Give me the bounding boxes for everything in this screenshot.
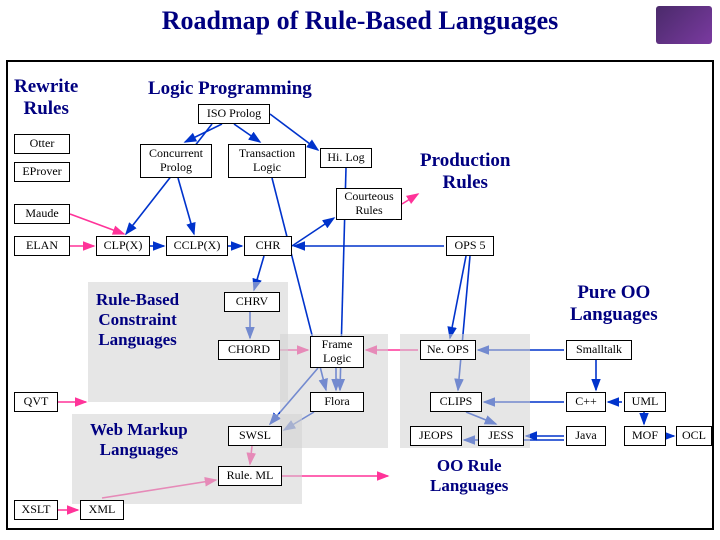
node-chord: CHORD bbox=[218, 340, 280, 360]
node-iso: ISO Prolog bbox=[198, 104, 270, 124]
node-xslt: XSLT bbox=[14, 500, 58, 520]
node-xml: XML bbox=[80, 500, 124, 520]
grp-oorule: OO RuleLanguages bbox=[430, 456, 508, 496]
node-frame: FrameLogic bbox=[310, 336, 364, 368]
node-mof: MOF bbox=[624, 426, 666, 446]
node-flora: Flora bbox=[310, 392, 364, 412]
node-clpx: CLP(X) bbox=[96, 236, 150, 256]
node-chrv: CHRV bbox=[224, 292, 280, 312]
node-otter: Otter bbox=[14, 134, 70, 154]
node-chr: CHR bbox=[244, 236, 292, 256]
node-ruleml: Rule. ML bbox=[218, 466, 282, 486]
node-ocl: OCL bbox=[676, 426, 712, 446]
node-courteous: CourteousRules bbox=[336, 188, 402, 220]
node-qvt: QVT bbox=[14, 392, 58, 412]
node-eprover: EProver bbox=[14, 162, 70, 182]
node-java: Java bbox=[566, 426, 606, 446]
node-elan: ELAN bbox=[14, 236, 70, 256]
node-cclpx: CCLP(X) bbox=[166, 236, 228, 256]
node-uml: UML bbox=[624, 392, 666, 412]
node-maude: Maude bbox=[14, 204, 70, 224]
node-jeops: JEOPS bbox=[410, 426, 462, 446]
node-clips: CLIPS bbox=[430, 392, 482, 412]
node-ops5: OPS 5 bbox=[446, 236, 494, 256]
grp-production: ProductionRules bbox=[420, 150, 510, 194]
node-concurrent: ConcurrentProlog bbox=[140, 144, 212, 178]
grp-logic: Logic Programming bbox=[148, 78, 312, 100]
node-transaction: TransactionLogic bbox=[228, 144, 306, 178]
grp-rewrite: RewriteRules bbox=[14, 76, 78, 120]
grp-rbcl: Rule-BasedConstraintLanguages bbox=[96, 290, 179, 350]
node-cpp: C++ bbox=[566, 392, 606, 412]
grp-pureoo: Pure OOLanguages bbox=[570, 282, 658, 326]
corner-image bbox=[656, 6, 712, 44]
page-title: Roadmap of Rule-Based Languages bbox=[0, 6, 720, 36]
node-jess: JESS bbox=[478, 426, 524, 446]
node-swsl: SWSL bbox=[228, 426, 282, 446]
node-hilog: Hi. Log bbox=[320, 148, 372, 168]
node-smalltalk: Smalltalk bbox=[566, 340, 632, 360]
node-neops: Ne. OPS bbox=[420, 340, 476, 360]
grp-webml: Web MarkupLanguages bbox=[90, 420, 188, 460]
